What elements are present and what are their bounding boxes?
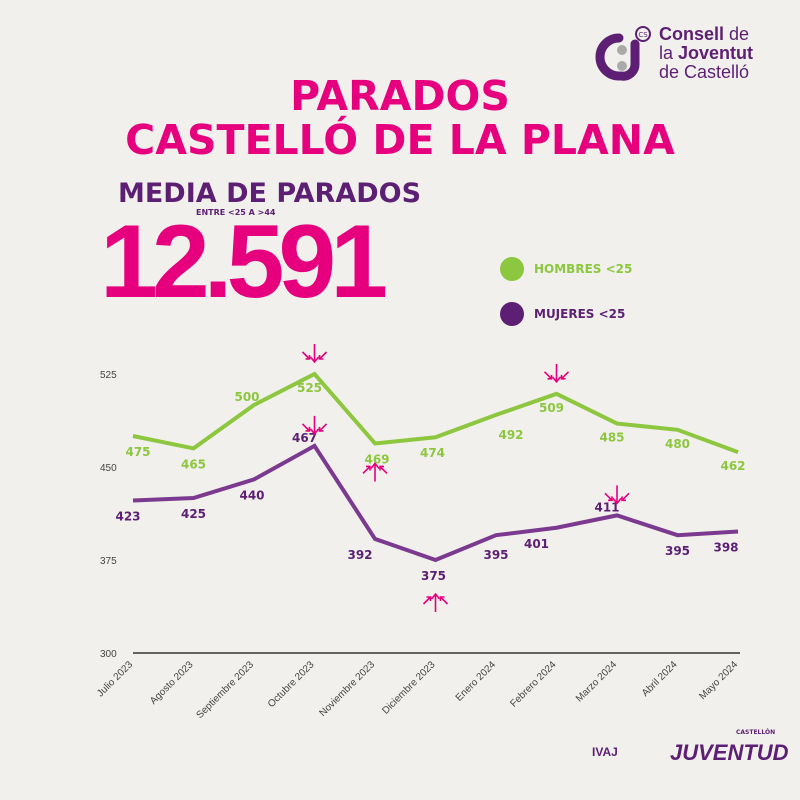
data-label: 375 (421, 569, 446, 583)
x-tick-label: Septiembre 2023 (194, 659, 256, 721)
data-label: 423 (115, 509, 140, 523)
x-tick-label: Marzo 2024 (574, 659, 619, 704)
x-tick-label: Octubre 2023 (266, 659, 317, 710)
data-label: 480 (665, 437, 690, 451)
x-tick-label: Noviembre 2023 (317, 659, 377, 719)
data-label: 465 (181, 457, 206, 471)
consell-joventut-logo: CS Consell de la Joventut de Castelló (595, 25, 753, 82)
data-label: 401 (524, 537, 549, 551)
juventud-logo: JUVENTUD (670, 740, 789, 765)
cj-logo-icon: CS (595, 25, 651, 82)
x-tick-label: Mayo 2024 (697, 659, 740, 702)
ivaj-logo: IVAJ (592, 745, 618, 759)
x-tick-label: Abril 2024 (640, 659, 680, 699)
x-tick-label: Febrero 2024 (508, 659, 559, 710)
highlight-arrows-icon (422, 592, 449, 612)
data-label: 475 (125, 445, 150, 459)
data-label: 492 (498, 428, 523, 442)
y-tick-label: 300 (100, 649, 117, 660)
highlight-arrows-icon (362, 462, 388, 482)
y-tick-label: 525 (100, 370, 117, 381)
data-label: 485 (599, 431, 624, 445)
highlight-arrows-icon (604, 485, 630, 505)
x-tick-label: Diciembre 2023 (380, 659, 438, 717)
data-label: 467 (292, 431, 317, 445)
castellon-label: CASTELLÓN (736, 729, 776, 736)
data-label: 395 (483, 548, 508, 562)
data-label: 500 (234, 390, 259, 404)
series-line-0 (132, 371, 739, 454)
data-label: 462 (720, 459, 745, 473)
x-tick-label: Enero 2024 (454, 659, 499, 704)
subtitle: MEDIA DE PARADOS (118, 178, 422, 209)
series-line-1 (132, 443, 739, 563)
big-number: 12.591 (100, 204, 388, 320)
highlight-arrows-icon (301, 344, 328, 364)
title-line-2: CASTELLÓ DE LA PLANA (125, 116, 675, 164)
highlight-arrows-icon (301, 415, 328, 436)
highlight-arrows-icon (543, 363, 570, 384)
data-label: 440 (239, 488, 264, 502)
legend-item-mujeres: MUJERES <25 (500, 302, 625, 326)
data-label: 474 (420, 446, 445, 460)
svg-text:CS: CS (638, 31, 648, 39)
data-label: 525 (297, 381, 322, 395)
y-tick-label: 375 (100, 556, 117, 567)
data-label: 509 (539, 401, 564, 415)
y-tick-label: 450 (100, 463, 117, 474)
data-label: 469 (364, 452, 389, 466)
legend-label: MUJERES <25 (534, 307, 626, 321)
logo-text: Consell de la Joventut de Castelló (659, 24, 754, 82)
legend-item-hombres: HOMBRES <25 (500, 257, 632, 281)
data-label: 395 (665, 544, 690, 558)
x-tick-label: Agosto 2023 (148, 659, 196, 707)
data-label: 392 (347, 548, 372, 562)
data-label: 425 (181, 507, 206, 521)
x-tick-label: Julio 2023 (95, 659, 135, 699)
range-note: ENTRE <25 A >44 (196, 208, 276, 217)
title-line-1: PARADOS (290, 72, 510, 120)
data-label: 398 (713, 540, 738, 554)
data-label: 411 (594, 500, 619, 514)
legend-dot-icon (500, 257, 524, 281)
legend-dot-icon (500, 302, 524, 326)
legend-label: HOMBRES <25 (534, 262, 633, 276)
